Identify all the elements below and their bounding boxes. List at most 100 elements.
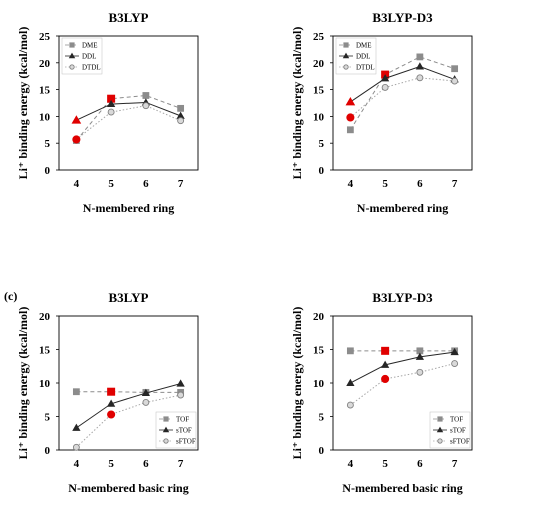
highlight-point	[346, 113, 355, 122]
data-point	[142, 102, 150, 110]
data-point	[107, 108, 115, 116]
section-label: (c)	[4, 289, 17, 303]
legend-marker	[163, 416, 169, 422]
plot-frame	[332, 35, 473, 171]
x-tick-label: 6	[417, 458, 423, 470]
x-axis-label: N-membered basic ring	[68, 481, 188, 495]
x-tick-label: 4	[348, 178, 354, 190]
y-tick-label: 0	[319, 165, 325, 177]
legend-marker	[343, 42, 349, 48]
chart-title: B3LYP	[109, 290, 149, 305]
y-tick-label: 10	[39, 111, 51, 123]
y-tick-label: 20	[313, 311, 325, 323]
legend-label: DTDL	[82, 64, 101, 72]
legend-label: sTOF	[450, 427, 466, 435]
legend-marker	[163, 438, 169, 444]
legend-label: DTDL	[356, 64, 375, 72]
legend-label: TOF	[176, 416, 189, 424]
data-point	[346, 401, 354, 409]
y-tick-label: 0	[319, 445, 325, 457]
data-point	[451, 77, 459, 85]
highlight-point	[345, 96, 356, 106]
legend: TOF sTOF sFTOF	[429, 411, 471, 449]
legend-marker	[69, 64, 75, 70]
x-axis-label: N-membered ring	[357, 201, 448, 215]
y-axis-label: Li⁺ binding energy (kcal/mol)	[16, 307, 30, 460]
data-point	[72, 423, 81, 431]
y-tick-label: 5	[319, 138, 325, 150]
legend-box	[61, 37, 103, 75]
data-point	[106, 99, 116, 108]
plot-frame	[58, 35, 199, 171]
data-point	[381, 84, 389, 91]
data-point	[106, 399, 116, 407]
data-point	[177, 117, 185, 125]
series-line-dtdl	[76, 105, 181, 140]
y-tick-label: 0	[45, 165, 51, 177]
y-tick-label: 5	[319, 412, 325, 424]
legend-marker	[343, 64, 349, 70]
y-tick-label: 15	[313, 85, 325, 97]
legend-marker	[69, 42, 75, 48]
x-tick-label: 5	[108, 458, 114, 470]
series-line-sftof	[350, 363, 455, 406]
legend: DME DDL DTDL	[335, 37, 377, 75]
legend-label: DDL	[356, 53, 370, 61]
legend-label: DME	[82, 42, 98, 50]
legend-label: TOF	[450, 416, 463, 424]
data-point	[72, 388, 80, 396]
series-line-ddl	[350, 66, 455, 103]
legend-label: DDL	[82, 53, 96, 61]
data-point	[380, 360, 390, 368]
legend-marker	[162, 426, 170, 433]
chart-panel-1: B3LYP 0 5 10 15 20 25 4 5 6 7 N-membered ring Li⁺ bi…	[16, 10, 199, 215]
data-point	[177, 391, 185, 399]
legend: TOF sTOF sFTOF	[155, 411, 197, 449]
x-axis-label: N-membered basic ring	[342, 481, 462, 495]
legend-label: sFTOF	[450, 438, 470, 446]
chart-panel-3: B3LYP 0 5 10 15 20 4 5 6 7 N-membered basic ring Li…	[16, 290, 199, 495]
x-tick-label: 4	[74, 458, 80, 470]
legend-marker	[437, 438, 443, 444]
y-tick-label: 15	[313, 345, 325, 357]
y-tick-label: 20	[313, 58, 325, 70]
chart-title: B3LYP-D3	[372, 290, 433, 305]
legend-label: DME	[356, 42, 372, 50]
legend-marker	[68, 52, 76, 59]
data-point	[416, 74, 424, 82]
y-axis-label: Li⁺ binding energy (kcal/mol)	[16, 27, 30, 180]
series-line-dme	[349, 56, 455, 131]
legend: DME DDL DTDL	[61, 37, 103, 75]
series-line-dme	[75, 94, 181, 141]
data-point	[177, 104, 185, 112]
highlight-point	[72, 135, 81, 144]
chart-panel-4: B3LYP-D3 0 5 10 15 20 4 5 6 7 N-membered basic rin…	[290, 290, 473, 495]
legend-label: sFTOF	[176, 438, 196, 446]
series-line-sftof	[76, 394, 181, 448]
y-tick-label: 20	[39, 58, 51, 70]
x-tick-label: 4	[74, 178, 80, 190]
series-line-ddl	[76, 101, 181, 121]
data-point	[346, 347, 354, 355]
x-axis-label: N-membered ring	[83, 201, 174, 215]
y-tick-label: 25	[39, 31, 51, 43]
series-line-stof	[350, 351, 455, 384]
highlight-point	[107, 410, 116, 419]
data-point	[415, 352, 425, 360]
y-tick-label: 10	[39, 378, 51, 390]
highlight-point	[381, 374, 390, 384]
x-tick-label: 6	[143, 458, 149, 470]
chart-panel-2: B3LYP-D3 0 5 10 15 20 25 4 5 6 7 N-membered ring Li⁺…	[290, 10, 473, 215]
y-tick-label: 15	[39, 85, 51, 97]
y-tick-label: 5	[45, 412, 51, 424]
x-tick-label: 4	[348, 458, 354, 470]
chart-title: B3LYP	[109, 10, 149, 25]
x-tick-label: 7	[452, 178, 458, 190]
legend-marker	[342, 52, 350, 59]
x-tick-label: 6	[417, 178, 423, 190]
data-point	[142, 398, 150, 406]
chart-panels: B3LYP 0 5 10 15 20 25 4 5 6 7 N-membered ring Li⁺ bi…	[16, 10, 473, 495]
chart-title: B3LYP-D3	[372, 10, 433, 25]
y-tick-label: 10	[313, 378, 325, 390]
x-tick-label: 5	[382, 458, 388, 470]
